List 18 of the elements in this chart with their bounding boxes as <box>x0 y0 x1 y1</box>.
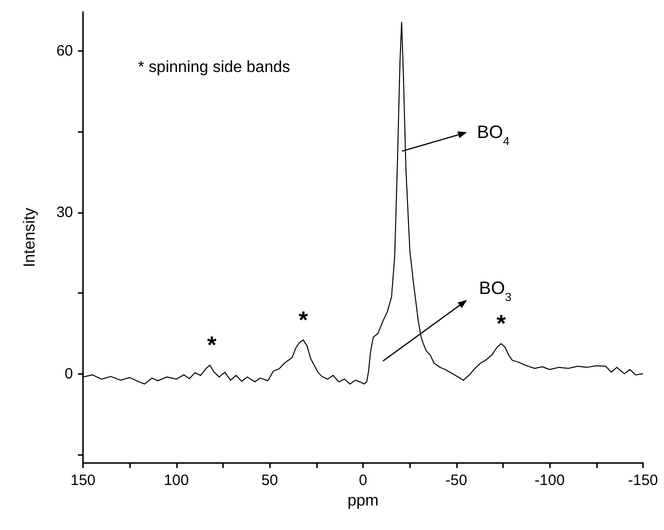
x-tick-label: 50 <box>261 472 278 489</box>
y-tick-label: 0 <box>64 365 73 382</box>
annotation: * <box>207 332 218 360</box>
x-tick-label: 0 <box>358 472 368 489</box>
x-tick-label: 150 <box>70 472 96 489</box>
y-tick-label: 60 <box>56 42 73 60</box>
annotation: BO$_{4}$ <box>477 122 510 148</box>
x-tick-label: -100 <box>534 472 565 489</box>
annotation: * spinning side bands <box>138 59 290 76</box>
annotation: * <box>496 310 506 338</box>
y-tick-label: 30 <box>56 204 73 222</box>
annotation: BO$_{3}$ <box>479 278 512 304</box>
x-axis-title: ppm <box>347 492 379 510</box>
x-tick-label: -50 <box>445 472 468 489</box>
x-tick-label: -150 <box>628 472 658 489</box>
y-axis-title: Intensity <box>22 208 38 268</box>
annotation: * <box>298 306 309 334</box>
x-tick-label: 100 <box>164 472 189 489</box>
